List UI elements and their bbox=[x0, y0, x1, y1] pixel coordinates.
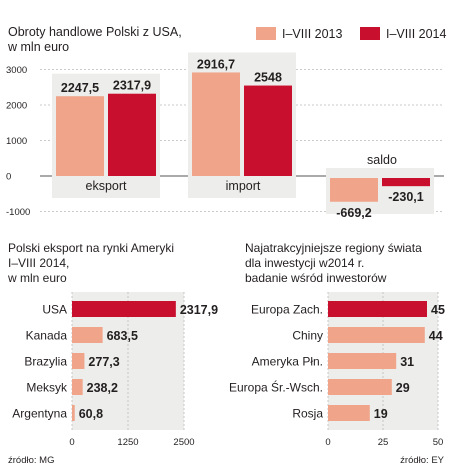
value-label-import-series1: 2916,7 bbox=[197, 57, 235, 71]
chart3-title-line: dla inwestycji w2014 r. bbox=[245, 256, 364, 270]
bar-usa bbox=[72, 301, 176, 317]
chart1-subtitle: w mln euro bbox=[7, 40, 69, 54]
value-label: 44 bbox=[429, 329, 443, 343]
x-tick-label: 0 bbox=[69, 437, 74, 448]
legend-swatch-1 bbox=[256, 27, 276, 40]
x-tick-label: 1250 bbox=[117, 437, 138, 448]
value-label-saldo-series1: -669,2 bbox=[336, 206, 371, 220]
chart3-title-line: badanie wśród inwestorów bbox=[245, 271, 387, 285]
legend-label-1: I–VIII 2013 bbox=[282, 27, 343, 41]
bar-europazach bbox=[328, 301, 427, 317]
y-tick-label: -1000 bbox=[6, 207, 30, 218]
bar-saldo-series1 bbox=[330, 178, 378, 202]
category-label: Kanada bbox=[26, 329, 68, 343]
value-label: 45 bbox=[431, 303, 445, 317]
category-label-eksport: eksport bbox=[86, 179, 128, 193]
bar-saldo-series2 bbox=[382, 178, 430, 187]
category-label-import: import bbox=[226, 179, 261, 193]
category-label: Rosja bbox=[292, 407, 323, 421]
x-tick-label: 0 bbox=[325, 437, 330, 448]
bar-meksyk bbox=[72, 379, 83, 395]
value-label: 238,2 bbox=[87, 381, 118, 395]
category-label-saldo: saldo bbox=[367, 153, 397, 167]
value-label: 19 bbox=[374, 407, 388, 421]
y-tick-label: 3000 bbox=[6, 65, 27, 76]
x-tick-label: 25 bbox=[378, 437, 389, 448]
value-label-eksport-series1: 2247,5 bbox=[61, 81, 99, 95]
chart2-title-line: I–VIII 2014, bbox=[8, 256, 69, 270]
category-label: Brazylia bbox=[24, 355, 67, 369]
value-label-eksport-series2: 2317,9 bbox=[113, 79, 151, 93]
x-tick-label: 50 bbox=[433, 437, 444, 448]
bar-europarwsch bbox=[328, 379, 392, 395]
bar-eksport-series2 bbox=[108, 93, 156, 176]
bar-argentyna bbox=[72, 405, 75, 421]
chart2-title-line: w mln euro bbox=[7, 271, 67, 285]
bar-amerykapn bbox=[328, 353, 397, 369]
category-label: Argentyna bbox=[12, 407, 67, 421]
category-label: Chiny bbox=[292, 329, 323, 343]
bar-import-series2 bbox=[244, 85, 292, 176]
legend-label-2: I–VIII 2014 bbox=[386, 27, 447, 41]
value-label: 31 bbox=[400, 355, 414, 369]
value-label: 60,8 bbox=[79, 407, 103, 421]
bar-kanada bbox=[72, 327, 103, 343]
y-tick-label: 2000 bbox=[6, 101, 27, 112]
value-label-saldo-series2: -230,1 bbox=[388, 190, 423, 204]
x-tick-label: 2500 bbox=[173, 437, 194, 448]
chart3-source: źródło: EY bbox=[400, 455, 444, 466]
bar-import-series1 bbox=[192, 72, 240, 176]
bar-chiny bbox=[328, 327, 425, 343]
category-label: USA bbox=[42, 303, 67, 317]
category-label: Meksyk bbox=[26, 381, 68, 395]
value-label: 683,5 bbox=[107, 329, 138, 343]
bar-brazylia bbox=[72, 353, 85, 369]
value-label: 277,3 bbox=[88, 355, 119, 369]
category-label: Europa Zach. bbox=[251, 303, 323, 317]
value-label-import-series2: 2548 bbox=[254, 71, 282, 85]
chart2-title-line: Polski eksport na rynki Ameryki bbox=[8, 241, 174, 255]
category-label: Europa Śr.-Wsch. bbox=[229, 380, 323, 395]
value-label: 2317,9 bbox=[180, 303, 218, 317]
y-tick-label: 0 bbox=[6, 172, 11, 183]
value-label: 29 bbox=[396, 381, 410, 395]
chart3-title-line: Najatrakcyjniejsze regiony świata bbox=[245, 241, 422, 255]
chart1-title: Obroty handlowe Polski z USA, bbox=[8, 25, 182, 39]
bar-eksport-series1 bbox=[56, 96, 104, 176]
bar-rosja bbox=[328, 405, 370, 421]
legend-swatch-2 bbox=[360, 27, 380, 40]
chart2-source: źródło: MG bbox=[8, 455, 54, 466]
category-label: Ameryka Płn. bbox=[252, 355, 323, 369]
y-tick-label: 1000 bbox=[6, 136, 27, 147]
